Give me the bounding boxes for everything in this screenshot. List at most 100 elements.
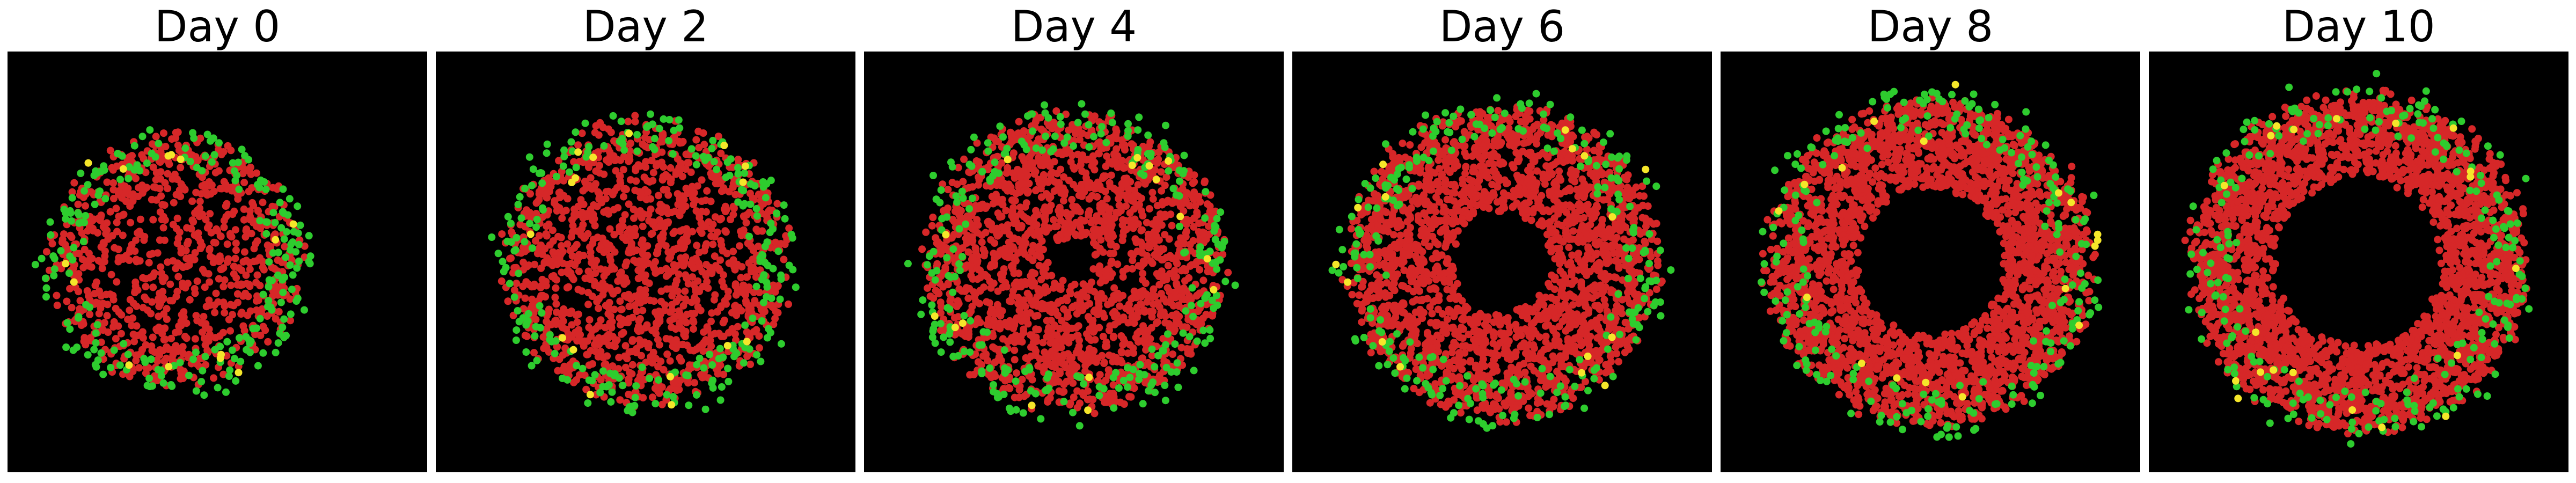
green-cell <box>669 150 677 158</box>
red-cell <box>703 338 711 346</box>
red-cell <box>217 150 225 158</box>
green-cell <box>1060 139 1069 147</box>
green-cell <box>274 271 282 279</box>
red-cell <box>162 143 170 151</box>
red-cell <box>969 183 977 191</box>
red-cell <box>232 274 240 282</box>
green-cell <box>760 271 768 279</box>
green-cell <box>256 314 264 323</box>
red-cell <box>1034 227 1042 235</box>
red-cell <box>567 269 575 277</box>
red-cell <box>223 240 231 248</box>
green-cell <box>1144 131 1152 139</box>
red-cell <box>1185 274 1193 282</box>
cell-scatter <box>436 52 855 472</box>
red-cell <box>194 229 202 237</box>
green-cell <box>946 330 953 338</box>
red-cell <box>1063 377 1071 385</box>
red-cell <box>641 291 649 299</box>
red-cell <box>603 268 611 276</box>
green-cell <box>515 269 523 277</box>
red-cell <box>627 232 635 240</box>
red-cell <box>755 344 763 352</box>
red-cell <box>1022 239 1030 247</box>
red-cell <box>1148 352 1156 360</box>
red-cell <box>581 337 588 345</box>
red-cell <box>142 169 150 177</box>
yellow-cell <box>741 162 749 170</box>
red-cell <box>1143 218 1151 226</box>
green-cell <box>1231 281 1239 289</box>
red-cell <box>1096 279 1104 287</box>
red-cell <box>671 264 679 272</box>
green-cell <box>609 112 617 120</box>
red-cell <box>201 181 209 188</box>
red-cell <box>570 158 578 166</box>
red-cell <box>257 332 265 340</box>
red-cell <box>548 226 557 235</box>
green-cell <box>648 143 656 151</box>
green-cell <box>209 134 217 142</box>
green-cell <box>716 345 724 353</box>
green-cell <box>660 115 668 123</box>
green-cell <box>1212 291 1220 299</box>
red-cell <box>102 290 110 298</box>
red-cell <box>180 313 188 321</box>
red-cell <box>191 289 199 297</box>
green-cell <box>946 338 954 346</box>
red-cell <box>1177 343 1185 352</box>
red-cell <box>248 184 256 192</box>
red-cell <box>212 289 220 297</box>
red-cell <box>523 262 531 270</box>
red-cell <box>693 241 701 250</box>
red-cell <box>690 347 698 355</box>
red-cell <box>549 237 557 245</box>
red-cell <box>1088 279 1095 287</box>
red-cell <box>1068 195 1076 203</box>
red-cell <box>1193 208 1201 216</box>
red-cell <box>1015 269 1023 277</box>
red-cell <box>110 194 118 202</box>
red-cell <box>179 343 187 351</box>
red-cell <box>194 156 202 164</box>
green-cell <box>1043 374 1051 382</box>
red-cell <box>639 250 647 258</box>
red-cell <box>675 270 683 279</box>
red-cell <box>216 252 224 260</box>
green-cell <box>1060 398 1068 406</box>
red-cell <box>1157 290 1165 298</box>
red-cell <box>1101 225 1109 233</box>
red-cell <box>574 286 582 294</box>
red-cell <box>188 197 196 205</box>
red-cell <box>586 316 594 324</box>
green-cell <box>272 348 280 356</box>
red-cell <box>246 265 254 273</box>
green-cell <box>996 122 1004 130</box>
red-cell <box>593 202 601 210</box>
red-cell <box>1052 345 1060 353</box>
red-cell <box>149 163 157 171</box>
red-cell <box>777 240 785 248</box>
red-cell <box>638 214 646 222</box>
red-cell <box>177 164 185 172</box>
red-cell <box>136 215 144 223</box>
red-cell <box>1045 224 1053 232</box>
green-cell <box>608 388 616 396</box>
red-cell <box>257 224 265 232</box>
yellow-cell <box>1210 286 1218 294</box>
red-cell <box>574 310 582 318</box>
red-cell <box>648 359 656 367</box>
red-cell <box>594 148 602 156</box>
red-cell <box>558 268 566 276</box>
red-cell <box>580 252 588 260</box>
green-cell <box>560 152 568 160</box>
red-cell <box>1169 350 1176 358</box>
red-cell <box>253 306 260 314</box>
green-cell <box>243 346 251 354</box>
red-cell <box>673 277 681 285</box>
red-cell <box>1015 393 1023 401</box>
green-cell <box>287 310 295 318</box>
red-cell <box>99 223 107 231</box>
red-cell <box>702 261 711 268</box>
red-cell <box>936 247 945 255</box>
